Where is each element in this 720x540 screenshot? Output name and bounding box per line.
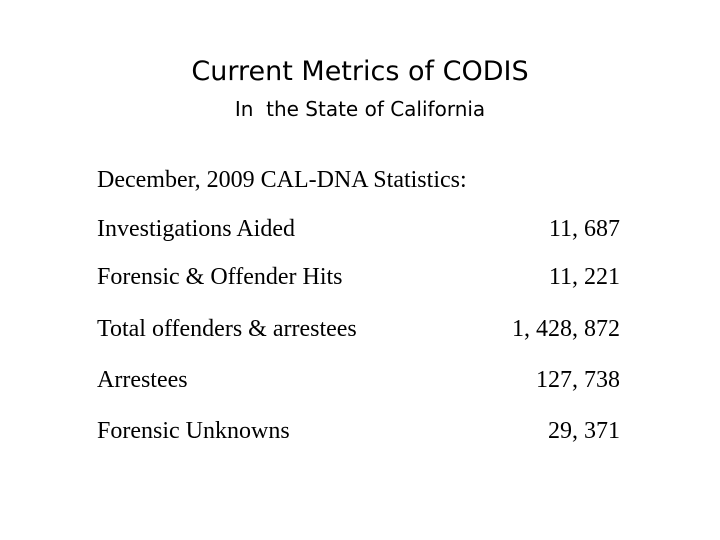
row-label: Forensic Unknowns xyxy=(97,418,290,444)
row-value: 127, 738 xyxy=(536,367,620,393)
subtitle: In the State of California xyxy=(234,97,486,121)
caption: December, 2009 CAL-DNA Statistics: xyxy=(97,167,467,193)
title: Current Metrics of CODIS xyxy=(191,56,529,87)
row-value: 11, 221 xyxy=(548,264,620,290)
row-label: Forensic & Offender Hits xyxy=(97,264,343,290)
row-label: Arrestees xyxy=(97,367,188,393)
row-label: Investigations Aided xyxy=(97,216,295,242)
row-value: 11, 687 xyxy=(548,216,620,242)
row-label: Total offenders & arrestees xyxy=(97,316,357,342)
row-value: 1, 428, 872 xyxy=(512,316,620,342)
row-value: 29, 371 xyxy=(548,418,620,444)
